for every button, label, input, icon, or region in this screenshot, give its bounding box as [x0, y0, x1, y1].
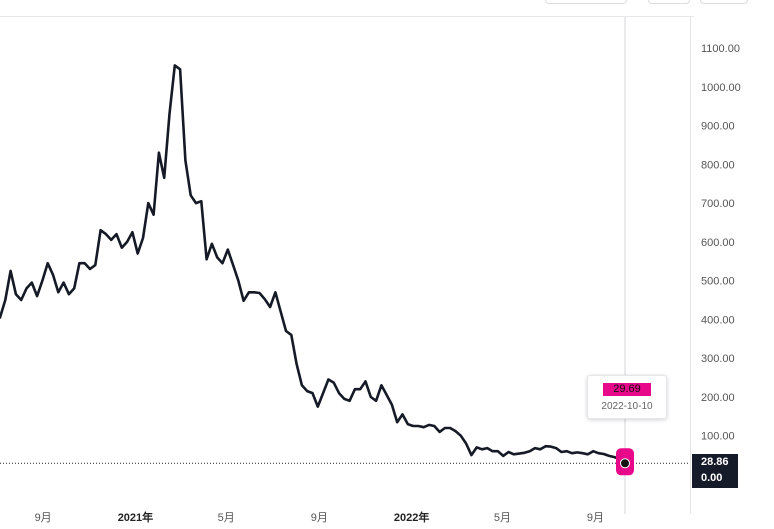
- last-price-value: 28.86: [701, 456, 729, 468]
- price-series-line: [0, 64, 627, 465]
- x-tick-label: 9月: [35, 512, 52, 524]
- y-tick-label: 800.00: [701, 159, 735, 171]
- y-tick-label: 500.00: [701, 276, 735, 288]
- last-price-label: 28.86 0.00: [692, 454, 738, 488]
- y-tick-label: 1000.00: [701, 82, 741, 94]
- x-tick-label: 2022年: [394, 510, 429, 524]
- x-tick-label: 5月: [218, 512, 235, 524]
- y-tick-label: 200.00: [701, 392, 735, 404]
- x-tick-label: 9月: [587, 512, 604, 524]
- y-tick-label: 900.00: [701, 121, 735, 133]
- y-tick-label: 100.00: [701, 431, 735, 443]
- tooltip-value: 29.69: [603, 383, 651, 396]
- tooltip-date: 2022-10-10: [601, 401, 653, 412]
- y-tick-label: 400.00: [701, 314, 735, 326]
- y-tick-label: 600.00: [701, 237, 735, 249]
- chart-top-border: [0, 16, 694, 17]
- price-axis-divider: [690, 16, 691, 514]
- x-tick-label: 9月: [311, 512, 328, 524]
- last-point-marker: [620, 458, 630, 469]
- crosshair-tooltip: 29.69 2022-10-10: [587, 375, 667, 419]
- y-tick-label: 700.00: [701, 198, 735, 210]
- y-tick-label: 300.00: [701, 353, 735, 365]
- x-tick-label: 5月: [494, 512, 511, 524]
- x-tick-label: 2021年: [118, 510, 153, 524]
- y-tick-label: 1100.00: [701, 43, 740, 55]
- last-price-change: 0.00: [701, 472, 723, 484]
